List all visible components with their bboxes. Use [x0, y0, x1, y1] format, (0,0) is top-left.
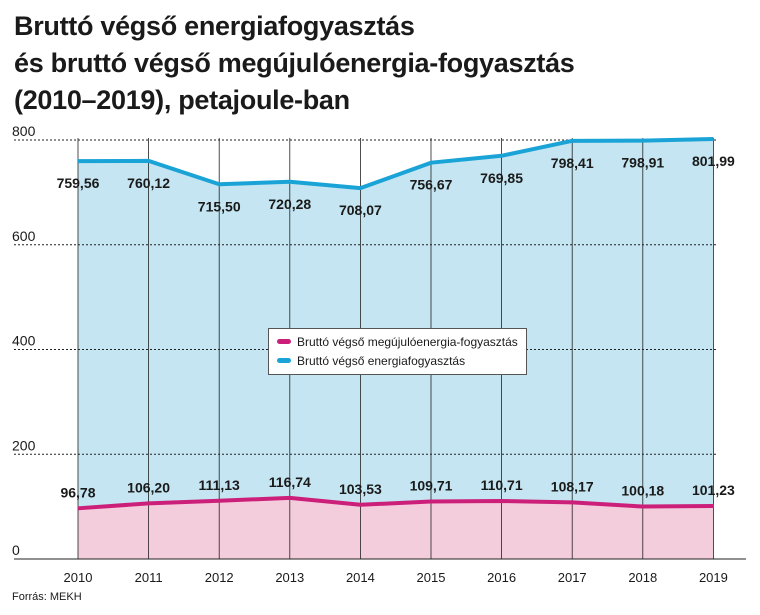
title-line-3: (2010–2019), petajoule-ban	[14, 85, 350, 115]
total-label-2018: 798,91	[621, 155, 664, 171]
y-tick-600: 600	[12, 228, 36, 244]
total-label-2016: 769,85	[480, 170, 523, 186]
total-label-2014: 708,07	[339, 202, 382, 218]
y-axis-ticks: 0 200 400 600 800	[12, 123, 36, 558]
total-label-2012: 715,50	[198, 198, 241, 214]
y-tick-400: 400	[12, 333, 36, 349]
series-lines	[77, 136, 714, 511]
x-tick-2011: 2011	[135, 570, 163, 585]
x-tick-2013: 2013	[275, 570, 304, 585]
y-tick-0: 0	[12, 542, 20, 558]
x-tick-2015: 2015	[417, 570, 446, 585]
total-label-2019: 801,99	[692, 153, 735, 169]
total-area	[78, 138, 714, 509]
total-label-2011: 760,12	[127, 175, 170, 191]
x-tick-2010: 2010	[64, 570, 93, 585]
chart-areas	[78, 138, 714, 559]
title-line-1: Bruttó végső energiafogyasztás	[14, 11, 415, 41]
chart-title: Bruttó végső energiafogyasztás és bruttó…	[14, 8, 754, 119]
legend-label-total: Bruttó végső energiafogyasztás	[297, 353, 466, 368]
x-tick-2014: 2014	[346, 570, 375, 585]
renewable-label-2019: 101,23	[692, 482, 735, 498]
x-tick-2016: 2016	[487, 570, 516, 585]
renewable-label-2017: 108,17	[551, 478, 594, 494]
legend-item-renewable: Bruttó végső megújulóenergia-fogyasztás	[277, 332, 518, 351]
renewable-line	[77, 495, 714, 511]
renewable-label-2015: 109,71	[410, 478, 453, 494]
legend-item-total: Bruttó végső energiafogyasztás	[277, 351, 518, 370]
renewable-label-2018: 100,18	[621, 483, 664, 499]
y-tick-800: 800	[12, 123, 36, 139]
x-tick-2018: 2018	[628, 570, 657, 585]
renewable-label-2011: 106,20	[127, 479, 170, 495]
total-label-2010: 759,56	[57, 175, 100, 191]
total-label-2013: 720,28	[268, 196, 311, 212]
renewable-label-2012: 111,13	[199, 477, 240, 493]
renewable-label-2010: 96,78	[60, 484, 95, 500]
x-tick-2019: 2019	[699, 570, 728, 585]
legend-label-renewable: Bruttó végső megújulóenergia-fogyasztás	[297, 334, 518, 349]
chart-legend: Bruttó végső megújulóenergia-fogyasztás …	[268, 328, 527, 375]
x-tick-2012: 2012	[205, 570, 234, 585]
legend-swatch-renewable	[277, 339, 291, 344]
legend-swatch-total	[277, 358, 291, 363]
total-line	[77, 136, 714, 191]
x-axis-ticks: 2010 2011 2012 2013 2014 2015 2016 2017 2018 2019	[64, 570, 728, 585]
x-tick-2017: 2017	[558, 570, 587, 585]
source-note: Forrás: MEKH	[12, 591, 82, 603]
renewable-area	[78, 497, 714, 559]
renewable-label-2014: 103,53	[339, 481, 382, 497]
total-label-2015: 756,67	[410, 177, 453, 193]
title-line-2: és bruttó végső megújulóenergia-fogyaszt…	[14, 48, 575, 78]
renewable-label-2013: 116,74	[269, 474, 311, 490]
total-label-2017: 798,41	[551, 155, 594, 171]
renewable-label-2016: 110,71	[481, 477, 523, 493]
data-labels: 759,56 760,12 715,50 720,28 708,07 756,67 769,…	[57, 153, 735, 500]
y-tick-200: 200	[12, 437, 36, 453]
